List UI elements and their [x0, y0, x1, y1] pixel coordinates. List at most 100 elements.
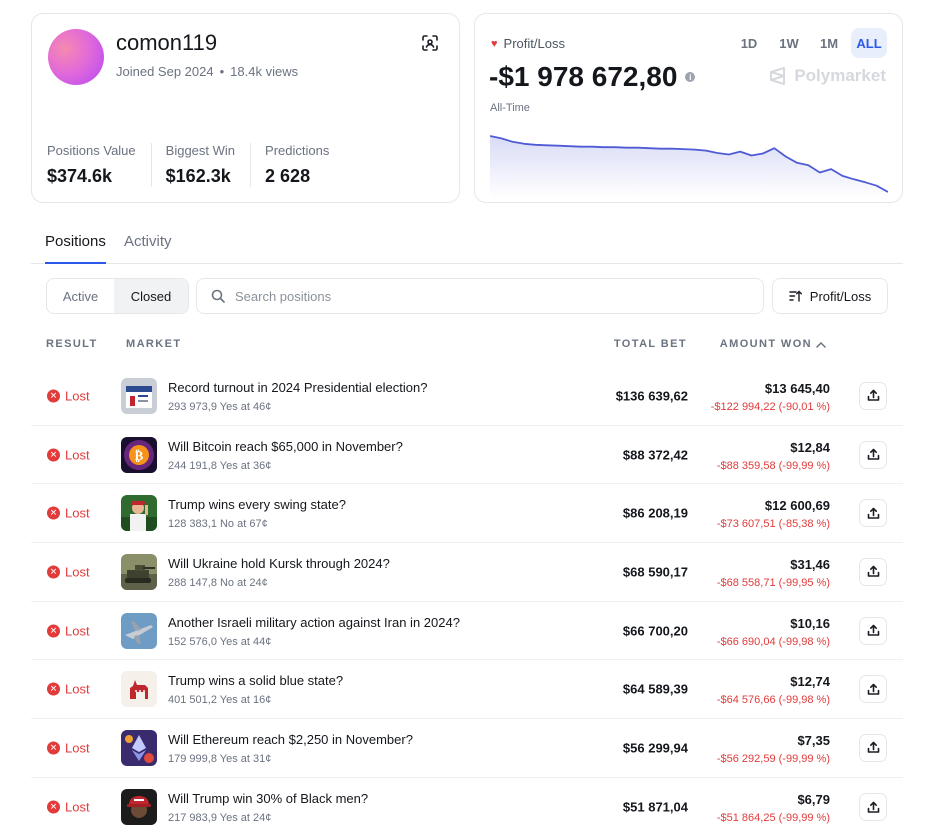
share-button[interactable] [859, 499, 887, 528]
result-badge: ✕ Lost [47, 623, 90, 638]
stat-value: $162.3k [165, 166, 231, 186]
result-label: Lost [65, 740, 90, 756]
pnl-delta: -$66 690,04 (-99,98 %) [716, 635, 830, 648]
total-bet: $66 700,20 [622, 623, 688, 639]
polymarket-logo-icon [770, 67, 786, 85]
pnl-chart [490, 135, 888, 198]
range-1w[interactable]: 1W [779, 35, 799, 51]
table-row[interactable]: ✕ Lost Another Israeli military action aga… [31, 602, 903, 661]
pnl-delta: -$68 558,71 (-99,95 %) [716, 577, 830, 590]
svg-text:₿: ₿ [135, 449, 144, 464]
search-input[interactable] [235, 288, 715, 304]
total-bet: $51 871,04 [622, 799, 688, 815]
pnl-card: ♥ Profit/Loss -$1 978 672,80 i All-Time … [474, 13, 903, 203]
donkey-thumbnail[interactable] [121, 671, 157, 708]
result-label: Lost [65, 505, 90, 521]
result-badge: ✕ Lost [47, 740, 90, 755]
table-row[interactable]: ✕ Lost Will Trump win 30% of Black men? 217… [31, 778, 903, 837]
bitcoin-thumbnail[interactable]: ₿ [121, 436, 157, 473]
polymarket-brand: Polymarket [768, 66, 886, 86]
active-filter-button[interactable]: Active [62, 288, 99, 304]
position-detail: 293 973,9 Yes at 46¢ [168, 401, 272, 413]
market-title[interactable]: Trump wins every swing state? [168, 497, 346, 513]
ethereum-thumbnail[interactable] [121, 729, 157, 766]
share-icon [867, 448, 879, 460]
range-1m[interactable]: 1M [819, 35, 839, 51]
profile-meta: Joined Sep 2024 • 18.4k views [116, 64, 298, 79]
x-circle-icon: ✕ [47, 389, 60, 403]
header-result: RESULT [46, 338, 98, 350]
pnl-label: ♥ Profit/Loss [491, 36, 565, 51]
table-row[interactable]: ✕ Lost Will Ethereum reach $2,250 in Novem… [31, 719, 903, 778]
x-circle-icon: ✕ [47, 682, 60, 696]
header-amount-won[interactable]: AMOUNT WON [720, 338, 826, 350]
sort-button[interactable]: Profit/Loss [772, 278, 888, 314]
joined-date: Joined Sep 2024 [116, 64, 214, 79]
table-row[interactable]: ✕ Lost ₿ Will Bitcoin reach $65,000 in Nove… [31, 426, 903, 485]
header-total-bet[interactable]: TOTAL BET [613, 338, 687, 350]
table-row[interactable]: ✕ Lost Record turnout in 2024 Presidential… [31, 367, 903, 426]
result-label: Lost [65, 623, 90, 639]
stat-label: Predictions [265, 143, 330, 158]
jet-thumbnail[interactable] [121, 612, 157, 649]
result-badge: ✕ Lost [47, 800, 90, 815]
pnl-delta: -$73 607,51 (-85,38 %) [716, 518, 830, 531]
tank-thumbnail[interactable] [121, 553, 157, 590]
search-box [196, 278, 764, 314]
amount-won: $12,74 [790, 674, 830, 690]
market-title[interactable]: Another Israeli military action against … [168, 614, 460, 630]
table-row[interactable]: ✕ Lost Trump wins a solid blue state? 401 5… [31, 660, 903, 720]
range-1d[interactable]: 1D [740, 35, 758, 51]
result-label: Lost [65, 388, 90, 404]
range-selector: 1D 1W 1M ALL [731, 28, 887, 58]
ballot-thumbnail[interactable] [121, 377, 157, 414]
share-button[interactable] [859, 793, 887, 822]
info-icon[interactable]: i [685, 72, 696, 82]
share-button[interactable] [859, 616, 887, 645]
scan-icon[interactable] [421, 34, 439, 52]
share-icon [867, 624, 879, 636]
x-circle-icon: ✕ [47, 506, 60, 520]
stat-biggest-win: Biggest Win $162.3k [150, 143, 250, 187]
pnl-delta: -$122 994,22 (-90,01 %) [710, 401, 830, 413]
tab-activity[interactable]: Activity [124, 233, 172, 250]
share-button[interactable] [859, 440, 887, 469]
result-badge: ✕ Lost [47, 506, 90, 521]
pnl-value: -$1 978 672,80 i [489, 61, 696, 93]
share-button[interactable] [859, 733, 887, 762]
tab-bar: Positions Activity [31, 223, 903, 264]
view-count: 18.4k views [230, 64, 299, 79]
trump-thumbnail[interactable] [121, 495, 157, 532]
stat-label: Biggest Win [165, 143, 236, 158]
table-row[interactable]: ✕ Lost Will Ukraine hold Kursk through 202… [31, 543, 903, 602]
x-circle-icon: ✕ [47, 448, 60, 462]
stat-value: 2 628 [265, 166, 311, 186]
pnl-delta: -$88 359,58 (-99,99 %) [716, 459, 830, 472]
sort-label: Profit/Loss [809, 288, 872, 304]
pnl-period-label: All-Time [490, 102, 530, 114]
market-title[interactable]: Record turnout in 2024 Presidential elec… [168, 380, 428, 395]
table-row[interactable]: ✕ Lost Trump wins every swing state? 128 38… [31, 484, 903, 544]
sort-icon [789, 290, 802, 302]
header-amount-won-label: AMOUNT WON [719, 338, 812, 350]
pnl-label-text: Profit/Loss [503, 36, 565, 51]
market-title[interactable]: Will Ukraine hold Kursk through 2024? [168, 556, 390, 572]
amount-won: $7,35 [797, 733, 830, 749]
position-detail: 152 576,0 Yes at 44¢ [168, 635, 272, 648]
share-button[interactable] [859, 675, 887, 704]
range-all[interactable]: ALL [851, 28, 887, 58]
share-button[interactable] [859, 557, 887, 586]
market-title[interactable]: Will Ethereum reach $2,250 in November? [168, 732, 413, 748]
tab-positions[interactable]: Positions [45, 233, 106, 250]
market-title[interactable]: Trump wins a solid blue state? [168, 673, 344, 689]
x-circle-icon: ✕ [47, 741, 60, 755]
closed-filter-button[interactable]: Closed [114, 279, 188, 313]
share-icon [867, 801, 879, 813]
amount-won: $12 600,69 [764, 498, 830, 514]
search-icon [211, 289, 225, 303]
maga-hat-thumbnail[interactable] [121, 789, 157, 826]
share-button[interactable] [859, 381, 887, 410]
market-title[interactable]: Will Bitcoin reach $65,000 in November? [168, 438, 403, 454]
total-bet: $64 589,39 [622, 681, 688, 697]
market-title[interactable]: Will Trump win 30% of Black men? [168, 790, 369, 806]
